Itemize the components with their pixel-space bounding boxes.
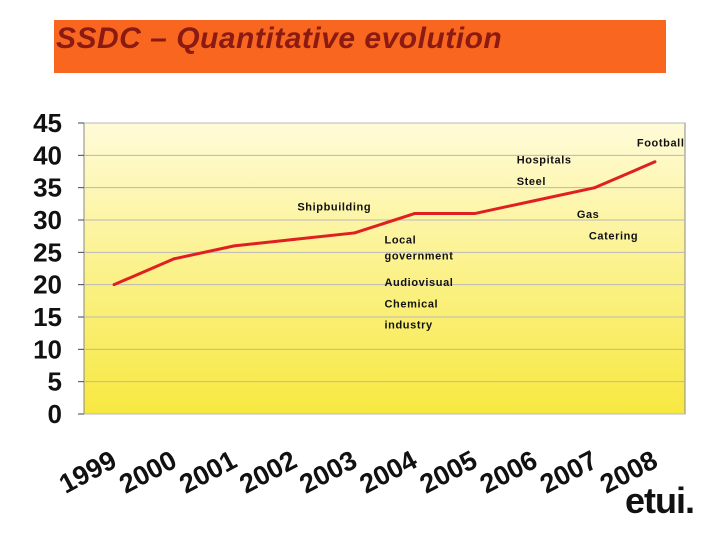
annotations: Football Hospitals Steel Shipbuilding Gas Loc… — [297, 137, 684, 331]
series-line — [113, 160, 656, 287]
annotation-label: government — [385, 250, 454, 262]
data-point — [473, 212, 477, 216]
annotation-label: industry — [385, 320, 433, 332]
x-tick-label: 2000 — [114, 445, 181, 500]
annotation-label: Audiovisual — [385, 277, 454, 289]
data-point — [413, 212, 417, 216]
y-tick-label: 10 — [33, 334, 62, 364]
annotation-label: Chemical — [385, 298, 439, 310]
x-tick-label: 2002 — [235, 445, 302, 500]
data-point — [232, 244, 236, 248]
series-layer — [112, 160, 657, 287]
x-tick-label: 2005 — [415, 445, 482, 500]
data-point — [292, 237, 296, 241]
y-tick-label: 0 — [48, 399, 62, 429]
data-point — [593, 186, 597, 190]
data-point — [533, 199, 537, 203]
y-tick-label: 5 — [48, 367, 62, 397]
data-point — [112, 283, 116, 287]
y-tick-label: 40 — [33, 140, 62, 170]
annotation-label: Football — [637, 137, 685, 149]
page-title: SSDC – Quantitative evolution — [56, 22, 503, 55]
x-tick-label: 2003 — [295, 445, 362, 500]
data-point — [172, 257, 176, 261]
y-tick-label: 45 — [33, 108, 62, 138]
annotation-label: Steel — [517, 176, 546, 188]
annotation-label: Shipbuilding — [297, 201, 371, 213]
grid-lines — [84, 122, 685, 415]
x-tick-label: 2004 — [355, 445, 422, 500]
etui-logo: etui. — [624, 480, 695, 521]
annotation-label: Hospitals — [517, 155, 572, 167]
plot-area — [83, 122, 686, 415]
data-point — [653, 160, 657, 164]
y-tick-label: 20 — [33, 270, 62, 300]
annotation-label: Gas — [577, 209, 600, 221]
x-tick-label: 2006 — [475, 445, 542, 500]
y-tick-label: 25 — [33, 237, 62, 267]
y-tick-label: 35 — [33, 173, 62, 203]
title-bar: SSDC – Quantitative evolution — [54, 20, 666, 73]
annotation-label: Local — [385, 234, 417, 246]
annotation-label: Catering — [589, 230, 638, 242]
x-tick-label: 2001 — [174, 445, 241, 500]
x-tick-label: 1999 — [54, 445, 121, 500]
y-tick-label: 30 — [33, 205, 62, 235]
x-tick-label: 2007 — [535, 445, 602, 500]
y-tick-label: 15 — [33, 302, 62, 332]
data-point — [352, 231, 356, 235]
